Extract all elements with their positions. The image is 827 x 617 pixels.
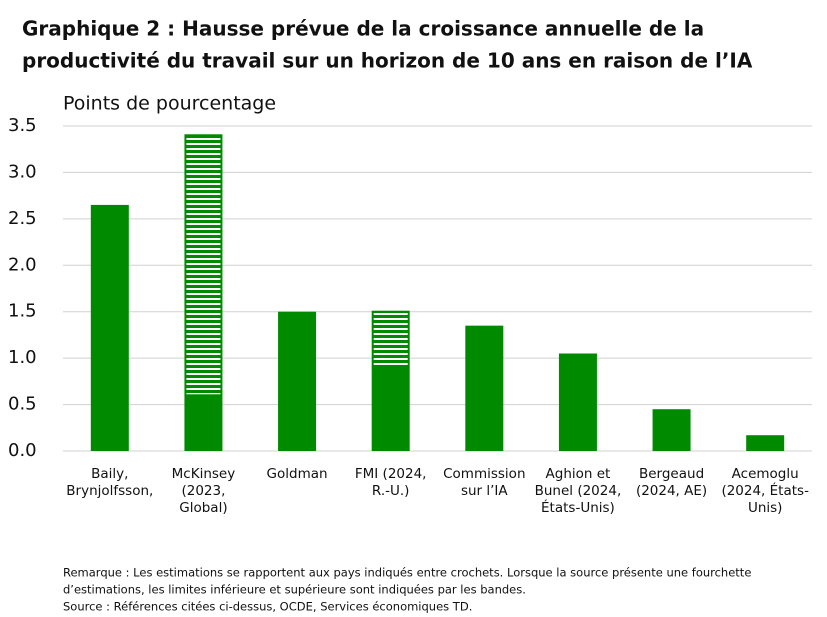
- y-tick-label: 3.0: [8, 161, 37, 182]
- bar: [558, 353, 597, 451]
- y-axis-title: Points de pourcentage: [63, 93, 276, 115]
- note: d’estimations, les limites inférieure et…: [63, 583, 526, 597]
- x-tick-label: Brynjolfsson,: [66, 483, 153, 499]
- y-tick-label: 2.5: [8, 208, 37, 229]
- chart-title: productivité du travail sur un horizon d…: [22, 49, 753, 73]
- range-band: [184, 134, 223, 397]
- y-tick-label: 1.0: [8, 347, 37, 368]
- x-tick-label: McKinsey: [172, 466, 236, 482]
- x-tick-label: R.-U.): [372, 483, 410, 499]
- x-tick-label: Aghion et: [546, 466, 611, 482]
- bar: [90, 204, 129, 451]
- x-tick-label: États-Unis): [541, 499, 615, 516]
- bar: [465, 325, 504, 451]
- y-tick-label: 3.5: [8, 115, 37, 136]
- x-tick-label: (2024, États-: [721, 482, 809, 499]
- x-tick-label: Goldman: [267, 466, 328, 482]
- y-tick-label: 0.5: [8, 394, 37, 415]
- x-tick-label: Unis): [748, 500, 783, 516]
- bar: [746, 435, 785, 451]
- x-tick-label: FMI (2024,: [355, 466, 427, 482]
- x-tick-label: Acemoglu: [732, 466, 799, 482]
- y-tick-label: 2.0: [8, 254, 37, 275]
- range-band: [371, 310, 410, 369]
- bar: [652, 409, 691, 451]
- x-tick-label: Global): [179, 500, 227, 516]
- x-tick-label: Bunel (2024,: [535, 483, 622, 499]
- x-tick-label: (2023,: [181, 483, 225, 499]
- bar: [184, 395, 223, 451]
- x-tick-label: sur l’IA: [461, 483, 508, 499]
- x-tick-label: Baily,: [91, 466, 128, 482]
- x-tick-label: (2024, AE): [636, 483, 707, 499]
- y-tick-label: 1.5: [8, 301, 37, 322]
- note: Remarque : Les estimations se rapportent…: [63, 566, 751, 580]
- y-tick-label: 0.0: [8, 440, 37, 461]
- x-tick-label: Commission: [443, 466, 525, 482]
- bar: [371, 367, 410, 451]
- bar: [278, 311, 317, 451]
- chart-title: Graphique 2 : Hausse prévue de la croiss…: [22, 17, 704, 41]
- note: Source : Références citées ci-dessus, OC…: [63, 600, 472, 614]
- x-tick-label: Bergeaud: [639, 466, 704, 482]
